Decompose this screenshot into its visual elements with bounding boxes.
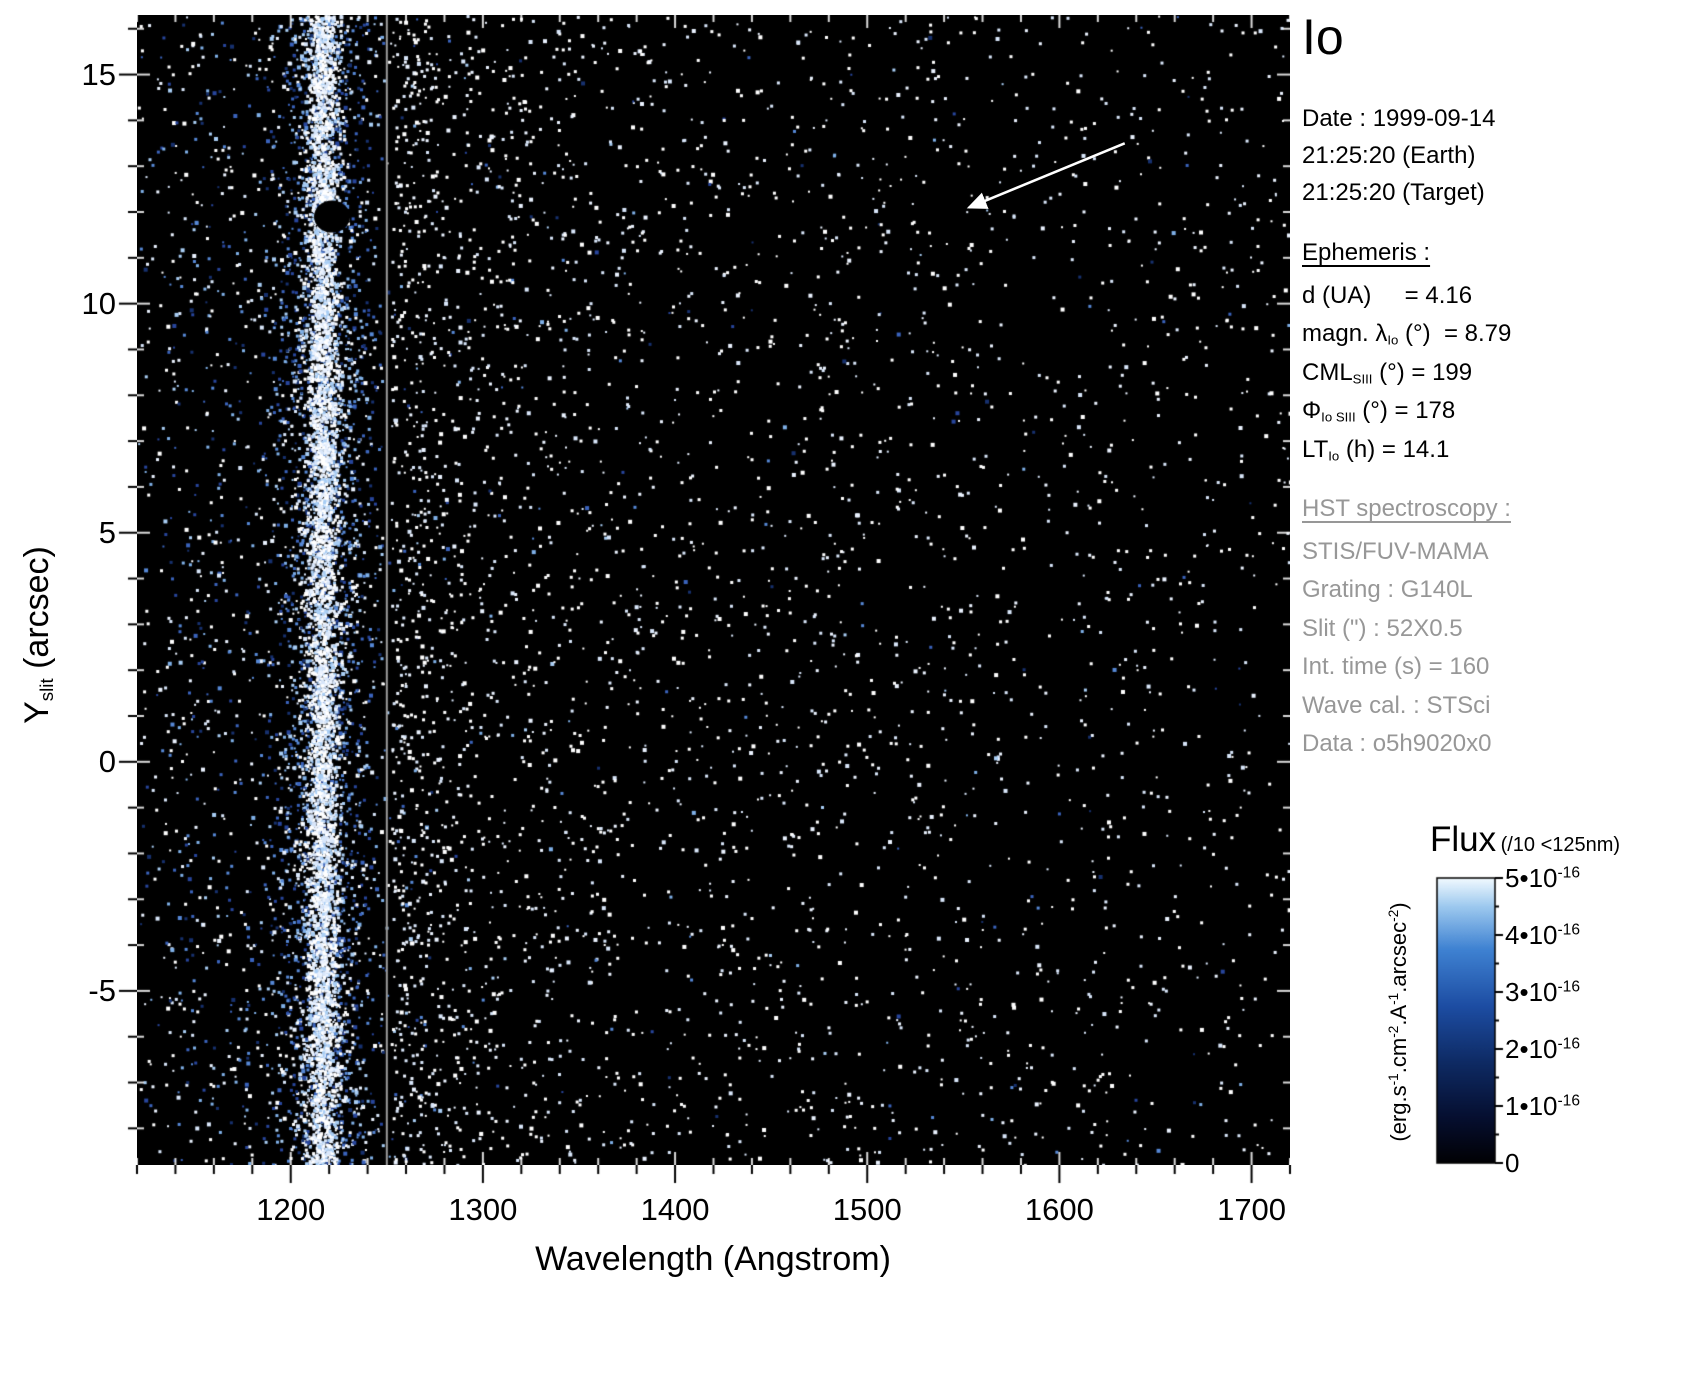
x-tick-label: 1600 [1024,1192,1094,1227]
x-tick-label: 1400 [640,1192,710,1227]
colorbar-tick-label: 5•10-16 [1505,863,1581,893]
y-tick-label: 10 [81,285,116,321]
y-tick-label: -5 [88,972,116,1008]
colorbar-tick-label: 3•10-16 [1505,977,1581,1007]
x-tick-label: 1500 [832,1192,902,1227]
y-tick-label: 0 [98,743,116,779]
colorbar-tick-label: 4•10-16 [1505,920,1581,950]
y-tick-label: 15 [81,56,116,92]
y-tick-label: 5 [98,514,116,550]
colorbar-tick-label: 2•10-16 [1505,1034,1581,1064]
x-tick-label: 1700 [1217,1192,1287,1227]
spectral-image [137,15,1290,1165]
x-tick-label: 1300 [448,1192,518,1227]
x-tick-label: 1200 [256,1192,326,1227]
colorbar-tick-label: 0 [1505,1148,1520,1178]
colorbar-tick-label: 1•10-16 [1505,1091,1581,1121]
